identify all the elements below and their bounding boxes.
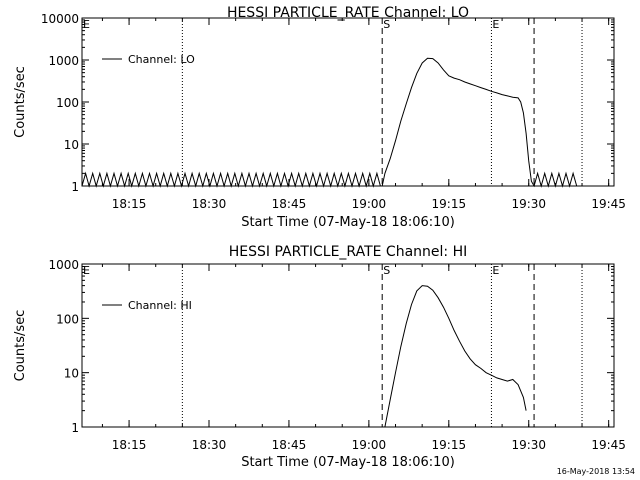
y-tick-label: 100 (56, 96, 79, 110)
marker-label: E (83, 264, 90, 277)
x-tick-label: 19:15 (432, 197, 467, 211)
chart-panel-lo: HESSI PARTICLE_RATE Channel: LO 1 10 100 100… (13, 5, 626, 230)
y-tick-label: 10 (64, 138, 79, 152)
marker-label: E (83, 18, 90, 31)
y-axis-label: Counts/sec (13, 310, 28, 382)
y-tick-label: 1 (71, 421, 79, 435)
x-tick-label: 19:15 (432, 438, 467, 452)
legend: Channel: HI (102, 299, 192, 312)
y-axis: 1 10 100 1000 (48, 258, 614, 435)
x-tick-label: 19:45 (591, 438, 626, 452)
x-tick-label: 19:30 (511, 197, 546, 211)
x-tick-label: 18:15 (112, 197, 147, 211)
marker-label: S (383, 18, 390, 31)
chart-title: HESSI PARTICLE_RATE Channel: LO (227, 5, 469, 21)
x-axis-label: Start Time (07-May-18 18:06:10) (241, 455, 455, 470)
y-tick-label: 1000 (48, 258, 79, 272)
x-tick-label: 19:45 (591, 197, 626, 211)
y-axis-label: Counts/sec (13, 66, 28, 138)
x-tick-label: 19:00 (352, 438, 387, 452)
legend-label: Channel: HI (128, 299, 192, 312)
y-axis: 1 10 100 1000 10000 (41, 12, 614, 194)
x-tick-label: 18:45 (272, 197, 307, 211)
x-tick-label: 19:30 (511, 438, 546, 452)
x-tick-label: 18:15 (112, 438, 147, 452)
legend: Channel: LO (102, 53, 195, 66)
footer-timestamp: 16-May-2018 13:54 (557, 467, 635, 476)
y-tick-label: 100 (56, 312, 79, 326)
y-tick-label: 1 (71, 180, 79, 194)
x-axis: 18:15 18:30 18:45 19:00 19:15 19:30 19:45 (101, 18, 626, 211)
x-axis-label: Start Time (07-May-18 18:06:10) (241, 215, 455, 230)
y-tick-label: 10000 (41, 12, 79, 26)
x-axis: 18:15 18:30 18:45 19:00 19:15 19:30 19:45 (101, 264, 626, 452)
x-tick-label: 18:45 (272, 438, 307, 452)
series-line (384, 285, 527, 428)
x-tick-label: 18:30 (192, 438, 227, 452)
marker-label: E (492, 18, 499, 31)
x-tick-label: 19:00 (352, 197, 387, 211)
series-line (81, 57, 578, 188)
y-tick-label: 1000 (48, 54, 79, 68)
marker-label: S (383, 264, 390, 277)
x-tick-label: 18:30 (192, 197, 227, 211)
y-tick-label: 10 (64, 367, 79, 381)
chart-title: HESSI PARTICLE_RATE Channel: HI (229, 244, 467, 260)
marker-label: E (492, 264, 499, 277)
legend-label: Channel: LO (128, 53, 195, 66)
chart-panel-hi: HESSI PARTICLE_RATE Channel: HI 1 10 100 100… (13, 244, 626, 470)
